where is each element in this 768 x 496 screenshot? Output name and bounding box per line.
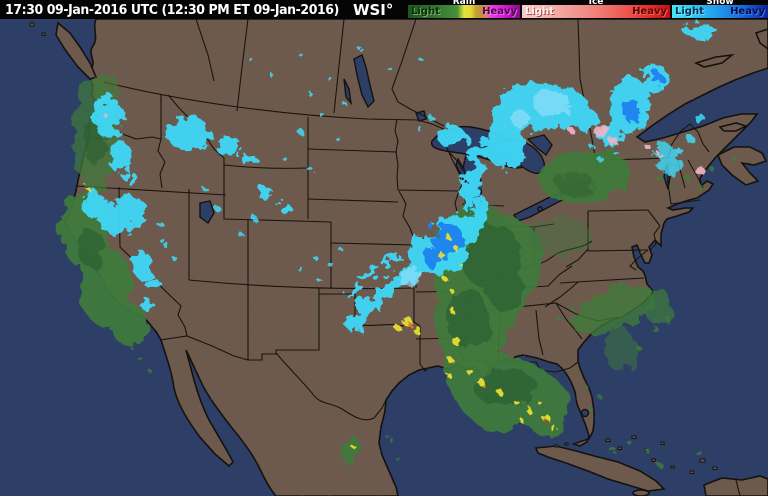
great-salt-lake — [199, 200, 215, 225]
lake-manitoba — [343, 78, 353, 106]
small-islands — [29, 22, 718, 474]
legend-ice: Ice Light Heavy — [522, 0, 670, 19]
timestamp-text: 17:30 09-Jan-2016 UTC (12:30 PM ET 09-Ja… — [5, 1, 339, 18]
rain-intense-cells — [408, 323, 548, 423]
georgian-bay — [526, 134, 553, 157]
legend-snow: Snow Light Heavy — [672, 0, 768, 19]
wsi-logo: WSI° — [352, 0, 394, 19]
radar-map-canvas — [0, 19, 768, 496]
legend-rain-light: Light — [411, 6, 440, 17]
legend-snow-heavy: Heavy — [730, 6, 765, 17]
ice-echoes — [103, 113, 705, 175]
cuba — [534, 445, 666, 492]
jamaica — [632, 489, 650, 496]
legend-snow-light: Light — [675, 6, 704, 17]
legend-rain-title: Rain — [452, 0, 476, 7]
snow-pale-patches — [399, 91, 572, 287]
rain-gradient — [408, 5, 520, 18]
legend-snow-title: Snow — [706, 0, 734, 7]
legend-ice-light: Light — [525, 6, 554, 17]
legend-rain-heavy: Heavy — [482, 6, 517, 17]
precip-legend: Rain Light Heavy Ice Light Heavy Snow Li… — [406, 0, 768, 19]
ice-gradient — [522, 5, 670, 18]
rain-extreme-cells — [545, 421, 549, 425]
green-bay — [455, 157, 468, 184]
legend-ice-heavy: Heavy — [632, 6, 667, 17]
hispaniola — [703, 475, 768, 496]
nova-scotia — [716, 146, 768, 186]
rain-specks — [137, 156, 738, 468]
legend-ice-title: Ice — [588, 0, 604, 7]
header-bar: 17:30 09-Jan-2016 UTC (12:30 PM ET 09-Ja… — [0, 0, 768, 19]
rain-cores — [80, 113, 595, 405]
lake-winnipeg — [353, 54, 375, 109]
lake-st-clair — [537, 206, 543, 212]
legend-rain: Rain Light Heavy — [408, 0, 520, 19]
snow-specks — [157, 47, 705, 283]
snow-gradient — [672, 5, 768, 18]
radar-map-svg — [0, 19, 768, 496]
lake-okeechobee — [580, 408, 590, 418]
